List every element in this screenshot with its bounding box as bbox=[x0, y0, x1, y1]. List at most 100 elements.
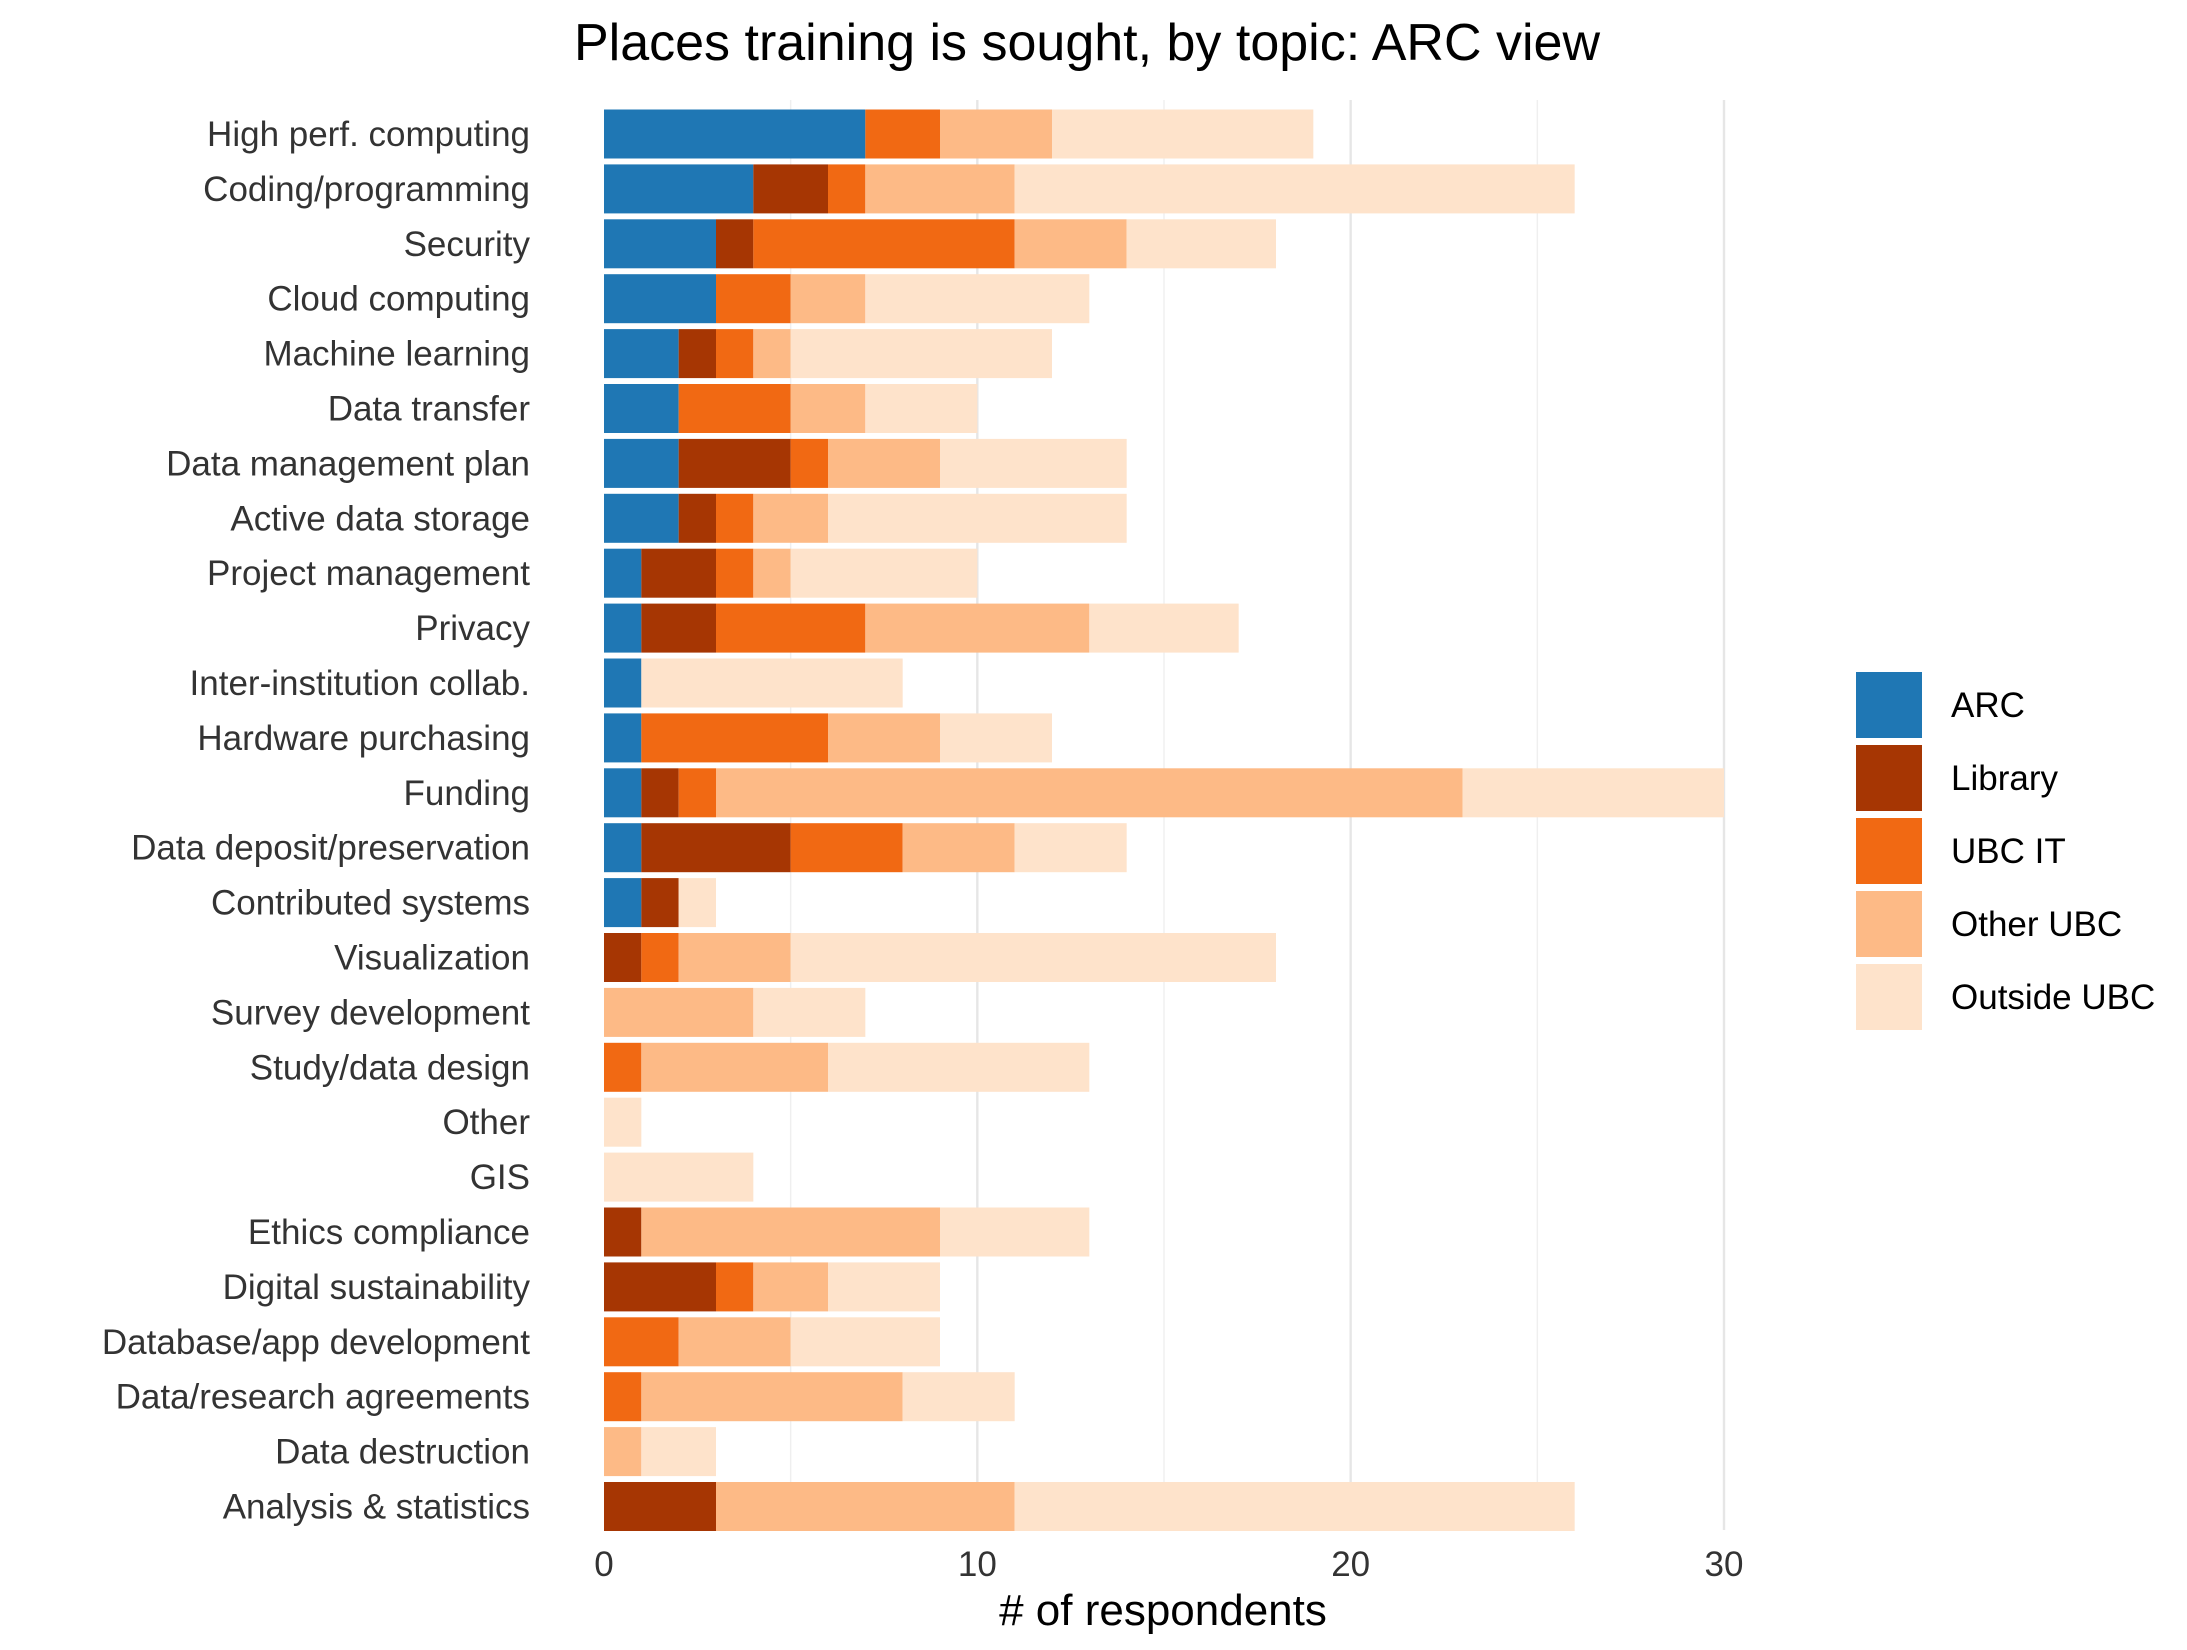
legend-key bbox=[1856, 672, 1922, 738]
bar-segment bbox=[716, 768, 1463, 818]
bar-segment bbox=[940, 438, 1127, 488]
bar-segment bbox=[790, 438, 828, 488]
bar-segment bbox=[828, 1262, 940, 1312]
category-label: Cloud computing bbox=[267, 280, 530, 319]
category-label: Database/app development bbox=[102, 1323, 530, 1362]
bar-segment bbox=[753, 548, 791, 598]
bar-segment bbox=[678, 1317, 791, 1367]
bar-segment bbox=[678, 493, 716, 543]
category-label: Data/research agreements bbox=[116, 1378, 530, 1417]
bar-segment bbox=[865, 274, 1090, 324]
bar-segment bbox=[1052, 109, 1314, 159]
bar-segment bbox=[902, 823, 1015, 873]
legend-key bbox=[1856, 745, 1922, 811]
bar-segment bbox=[828, 164, 866, 214]
category-label: Visualization bbox=[334, 939, 530, 978]
category-label: Privacy bbox=[415, 609, 530, 648]
category-label: Contributed systems bbox=[211, 884, 530, 923]
bar-segment bbox=[1089, 603, 1239, 653]
bar-segment bbox=[865, 384, 978, 433]
bar-segment bbox=[790, 548, 978, 598]
bar-segment bbox=[753, 987, 866, 1037]
bar-segment bbox=[604, 987, 754, 1037]
bar-segment bbox=[604, 493, 679, 543]
legend-key bbox=[1856, 891, 1922, 957]
bar-segment bbox=[1014, 164, 1575, 214]
bar-segment bbox=[753, 164, 828, 214]
bar-segment bbox=[716, 548, 754, 598]
legend-label: Outside UBC bbox=[1951, 978, 2155, 1017]
bar-segment bbox=[790, 384, 866, 433]
legend: ARC Library UBC IT Other UBC Outside UBC bbox=[1856, 672, 2155, 1030]
bar-segment bbox=[641, 933, 679, 982]
bar-segment bbox=[604, 1372, 642, 1422]
bar-segment bbox=[604, 384, 679, 433]
bar-segment bbox=[604, 603, 642, 653]
bar-segment bbox=[641, 603, 716, 653]
bar-segment bbox=[604, 713, 642, 763]
bar-segment bbox=[1014, 219, 1127, 269]
bar-segment bbox=[716, 274, 791, 324]
legend-key bbox=[1856, 964, 1922, 1030]
category-label: Ethics compliance bbox=[248, 1213, 530, 1252]
bar-segment bbox=[604, 1152, 754, 1202]
category-label: Survey development bbox=[211, 993, 530, 1032]
category-label: Analysis & statistics bbox=[223, 1488, 530, 1527]
bar-segment bbox=[865, 164, 1015, 214]
bar-segment bbox=[604, 823, 642, 873]
category-label: Coding/programming bbox=[203, 170, 530, 209]
bar-segment bbox=[678, 329, 716, 379]
bar-segment bbox=[641, 878, 679, 928]
bar-segment bbox=[641, 768, 679, 818]
category-label: Data transfer bbox=[328, 390, 531, 429]
bar-segment bbox=[604, 329, 679, 379]
bar-segment bbox=[1014, 823, 1127, 873]
bar-segment bbox=[716, 1262, 754, 1312]
bar-segment bbox=[678, 384, 791, 433]
bar-segment bbox=[678, 878, 716, 928]
bar-segment bbox=[604, 1317, 679, 1367]
x-tick-label: 0 bbox=[594, 1545, 613, 1584]
bar-segment bbox=[604, 1042, 642, 1092]
bar-segment bbox=[753, 493, 828, 543]
bar-segment bbox=[604, 1097, 642, 1147]
x-axis-title: # of respondents bbox=[999, 1586, 1327, 1635]
bar-segment bbox=[790, 933, 1276, 982]
bar-segment bbox=[604, 768, 642, 818]
legend-label: UBC IT bbox=[1951, 832, 2066, 871]
category-label: Study/data design bbox=[250, 1048, 530, 1087]
chart-title: Places training is sought, by topic: ARC… bbox=[574, 14, 1600, 72]
category-label: Funding bbox=[404, 774, 530, 813]
bar-segment bbox=[828, 493, 1127, 543]
category-label: Data deposit/preservation bbox=[131, 829, 530, 868]
category-label: Project management bbox=[207, 554, 530, 593]
category-label: Data management plan bbox=[166, 444, 530, 483]
bar-segment bbox=[1462, 768, 1724, 818]
bar-segment bbox=[604, 1482, 716, 1531]
category-label: Security bbox=[404, 225, 531, 264]
bar-segment bbox=[641, 1372, 903, 1422]
x-tick-label: 20 bbox=[1331, 1545, 1370, 1584]
bar-segment bbox=[828, 713, 940, 763]
bar-segment bbox=[940, 1207, 1090, 1257]
bar-segment bbox=[753, 329, 791, 379]
bar-segment bbox=[604, 1262, 716, 1312]
category-label: Active data storage bbox=[230, 499, 530, 538]
bar-segment bbox=[604, 933, 642, 982]
x-tick-label: 10 bbox=[958, 1545, 997, 1584]
bar-segment bbox=[716, 329, 754, 379]
bar-segment bbox=[641, 1042, 828, 1092]
bar-segment bbox=[716, 603, 866, 653]
legend-label: ARC bbox=[1951, 686, 2025, 725]
category-label: GIS bbox=[470, 1158, 530, 1197]
bar-segment bbox=[753, 1262, 828, 1312]
x-tick-labels: 0 10 20 30 bbox=[594, 1545, 1743, 1584]
bar-segment bbox=[790, 823, 903, 873]
bar-segment bbox=[604, 1427, 642, 1477]
category-label: Machine learning bbox=[263, 335, 530, 374]
bar-segment bbox=[604, 878, 642, 928]
category-label: High perf. computing bbox=[207, 115, 530, 154]
bar-segment bbox=[716, 219, 754, 269]
legend-label: Other UBC bbox=[1951, 905, 2122, 944]
bar-segment bbox=[790, 329, 1052, 379]
